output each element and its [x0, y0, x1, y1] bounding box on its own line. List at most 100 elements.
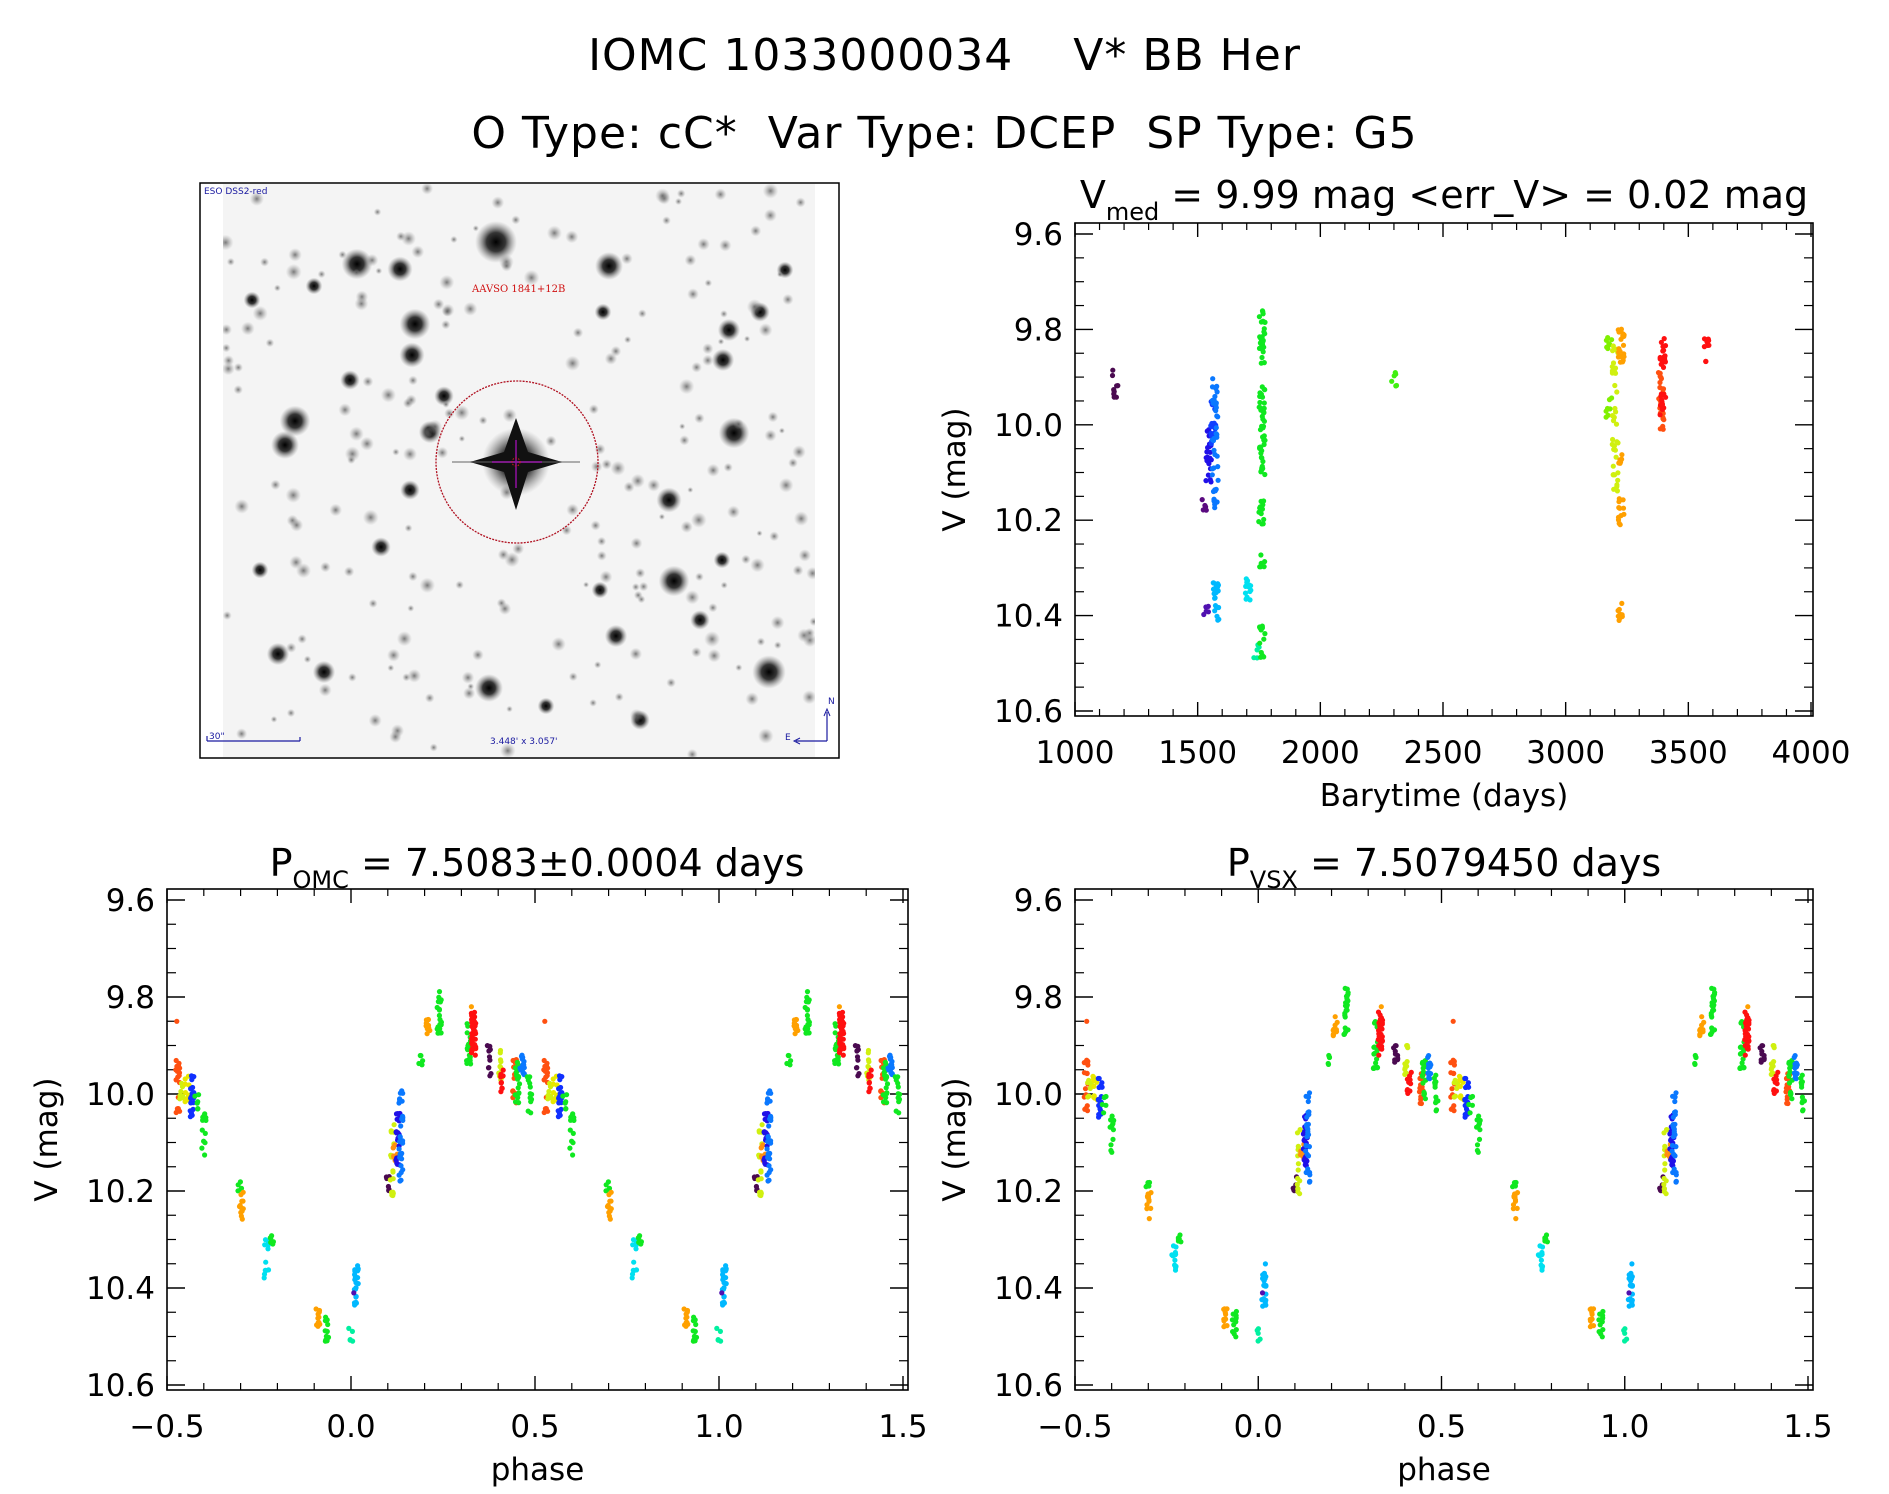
data-point: [557, 1077, 563, 1083]
data-point: [1668, 1157, 1674, 1163]
data-point: [1374, 1056, 1380, 1062]
data-point: [1205, 472, 1211, 478]
data-point: [394, 1160, 400, 1166]
data-point: [469, 1046, 475, 1052]
faint-star: [782, 293, 794, 306]
data-point: [498, 1089, 504, 1095]
data-point: [1260, 521, 1266, 527]
data-point: [438, 1030, 444, 1036]
data-point: [400, 1090, 406, 1096]
faint-star: [708, 603, 718, 613]
data-point: [1474, 1147, 1480, 1154]
faint-star: [630, 473, 645, 488]
data-point: [1628, 1283, 1635, 1289]
data-point: [1260, 416, 1266, 422]
data-point: [692, 1328, 698, 1335]
data-point: [690, 1338, 697, 1344]
data-point: [202, 1130, 208, 1136]
data-point: [567, 1127, 573, 1133]
data-point: [1419, 1073, 1426, 1079]
faint-star: [403, 447, 417, 462]
data-point: [1115, 383, 1121, 389]
data-point: [527, 1095, 533, 1101]
data-point: [1619, 456, 1625, 462]
data-point: [516, 1090, 522, 1096]
data-point: [1173, 1251, 1179, 1257]
data-point: [472, 1028, 478, 1035]
star: [387, 256, 413, 282]
faint-star: [545, 435, 557, 447]
data-point: [1798, 1075, 1804, 1081]
data-point: [1433, 1100, 1439, 1106]
faint-star: [349, 426, 364, 442]
data-point: [1457, 1076, 1463, 1082]
data-point: [1305, 1098, 1311, 1105]
faint-star: [717, 338, 725, 345]
star: [340, 370, 360, 390]
data-point: [786, 1053, 792, 1059]
plot-title-subscript: VSX: [1250, 866, 1298, 894]
star: [399, 342, 425, 368]
data-point: [1628, 1270, 1634, 1276]
data-point: [469, 1017, 475, 1023]
data-point: [1697, 1026, 1703, 1032]
y-tick-label: 9.8: [1014, 980, 1063, 1016]
data-point: [1799, 1100, 1805, 1106]
data-point: [1662, 343, 1669, 349]
data-point: [1615, 608, 1621, 614]
data-point: [355, 1281, 361, 1287]
data-point: [1605, 335, 1611, 341]
faint-star: [733, 419, 744, 430]
data-point: [570, 1152, 576, 1158]
data-point: [542, 1018, 548, 1024]
faint-star: [647, 478, 661, 492]
data-point: [1251, 655, 1257, 661]
faint-star: [565, 230, 579, 244]
data-point: [683, 1311, 689, 1317]
data-point: [1258, 560, 1264, 566]
data-point: [349, 1328, 355, 1334]
data-point: [719, 1290, 725, 1296]
data-point: [884, 1081, 891, 1087]
faint-star: [631, 583, 640, 591]
y-tick-label: 10.0: [994, 408, 1063, 444]
faint-star: [427, 419, 443, 434]
faint-star: [223, 234, 234, 251]
data-point: [1261, 498, 1267, 504]
y-tick-label: 10.2: [86, 1174, 155, 1210]
data-point: [1785, 1100, 1791, 1107]
faint-star: [223, 355, 235, 367]
data-point: [487, 1047, 493, 1053]
data-point: [1789, 1096, 1795, 1102]
data-point: [1467, 1110, 1473, 1116]
faint-star: [680, 520, 693, 534]
data-point: [633, 1267, 640, 1273]
data-point: [693, 1334, 700, 1340]
data-point: [469, 1013, 475, 1019]
star: [400, 480, 420, 500]
data-point: [1599, 1316, 1605, 1322]
data-point: [762, 1116, 768, 1122]
data-point: [1306, 1090, 1313, 1096]
faint-star: [407, 668, 422, 683]
data-point: [1377, 1026, 1383, 1033]
faint-star: [500, 742, 516, 757]
data-point: [470, 1042, 476, 1048]
plot-frame: [1074, 888, 1814, 1391]
data-point: [1246, 584, 1252, 590]
data-point: [1621, 333, 1627, 339]
data-point: [692, 1317, 698, 1323]
data-point: [1257, 445, 1263, 451]
faint-star: [472, 649, 484, 661]
data-point: [607, 1198, 613, 1204]
data-point: [1262, 1299, 1268, 1305]
data-point: [398, 1152, 404, 1158]
faint-star: [793, 511, 809, 526]
faint-star: [624, 336, 632, 344]
data-point: [1215, 477, 1221, 483]
data-point: [1305, 1121, 1311, 1127]
data-point: [1376, 1052, 1382, 1058]
data-point: [325, 1334, 332, 1340]
data-point: [550, 1090, 557, 1096]
data-point: [1215, 582, 1221, 588]
